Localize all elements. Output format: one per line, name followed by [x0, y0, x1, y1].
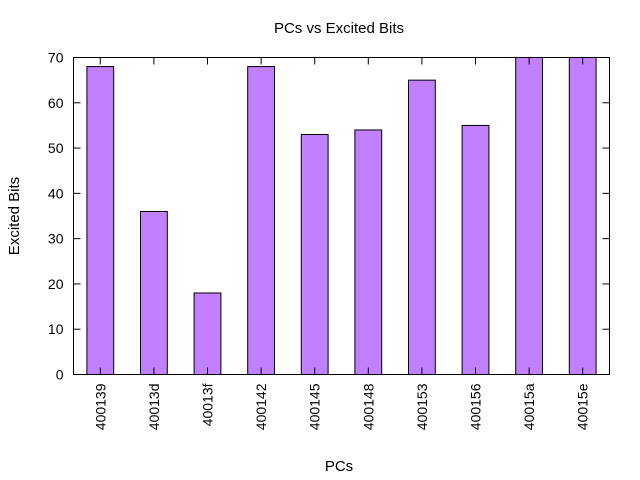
y-tick-label: 0	[56, 367, 64, 383]
bar-400139	[86, 66, 115, 376]
bar-400153	[408, 79, 436, 376]
bar-400142	[247, 66, 275, 376]
y-tick-label: 60	[48, 95, 64, 111]
x-tick-label: 400145	[307, 383, 323, 430]
x-tick-label: 40015e	[575, 383, 591, 430]
x-tick-label: 40015a	[521, 383, 537, 430]
plot-frame	[73, 57, 610, 375]
x-tick-label: 400153	[414, 383, 430, 430]
bar-40015e	[568, 57, 597, 375]
bar-400145	[300, 133, 329, 375]
y-tick-label: 20	[48, 276, 64, 292]
x-axis-label: PCs	[325, 458, 353, 475]
y-axis-label: Excited Bits	[6, 177, 23, 255]
bar-40013f	[193, 292, 222, 375]
y-tick-label: 10	[48, 321, 64, 337]
bars	[86, 57, 597, 376]
bar-40013d	[140, 210, 168, 375]
chart-title: PCs vs Excited Bits	[274, 20, 404, 37]
x-tick-label: 400139	[92, 383, 108, 430]
bar-40015a	[515, 57, 544, 375]
x-tick-label: 400148	[360, 383, 376, 430]
x-tick-label: 400156	[468, 383, 484, 430]
y-tick-label: 50	[48, 140, 64, 156]
x-axis-ticks: 400139 40013d 40013f 400142 400145 400148 4001…	[92, 57, 591, 431]
bar-400148	[354, 129, 383, 375]
y-tick-label: 30	[48, 231, 64, 247]
y-tick-label: 70	[48, 50, 64, 66]
bar-400156	[461, 124, 490, 375]
x-tick-label: 400142	[253, 383, 269, 430]
x-tick-label: 40013f	[200, 383, 216, 426]
y-axis-ticks: 0 10 20 30 40 50 60 70	[48, 50, 610, 383]
x-tick-label: 40013d	[146, 384, 162, 431]
y-tick-label: 40	[48, 185, 64, 201]
